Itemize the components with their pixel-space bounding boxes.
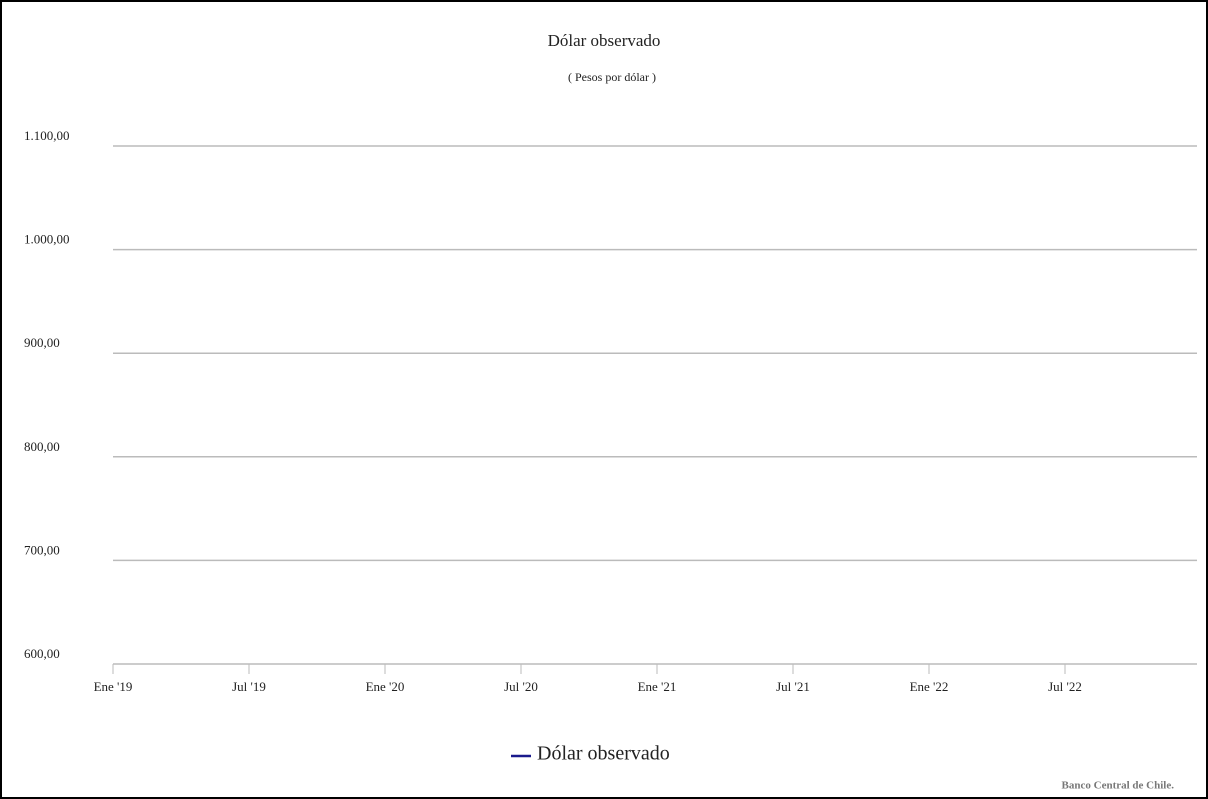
x-tick-label: Ene '21 [638,679,677,694]
legend-label: Dólar observado [537,743,670,765]
x-tick-label: Jul '19 [232,679,266,694]
y-tick-label: 1.100,00 [24,128,70,143]
x-tick-label: Jul '22 [1048,679,1082,694]
y-tick-label: 800,00 [24,439,60,454]
x-tick-label: Jul '20 [504,679,538,694]
x-tick-label: Ene '19 [94,679,133,694]
y-tick-label: 900,00 [24,335,60,350]
source: Banco Central de Chile. [1062,780,1175,792]
x-tick-label: Ene '20 [366,679,405,694]
y-tick-label: 1.000,00 [24,232,70,247]
y-tick-label: 600,00 [24,646,60,661]
chart-title: Dólar observado [548,31,661,50]
x-tick-label: Jul '21 [776,679,810,694]
y-tick-label: 700,00 [24,542,60,557]
chart-subtitle: ( Pesos por dólar ) [568,70,656,84]
x-tick-label: Ene '22 [910,679,949,694]
